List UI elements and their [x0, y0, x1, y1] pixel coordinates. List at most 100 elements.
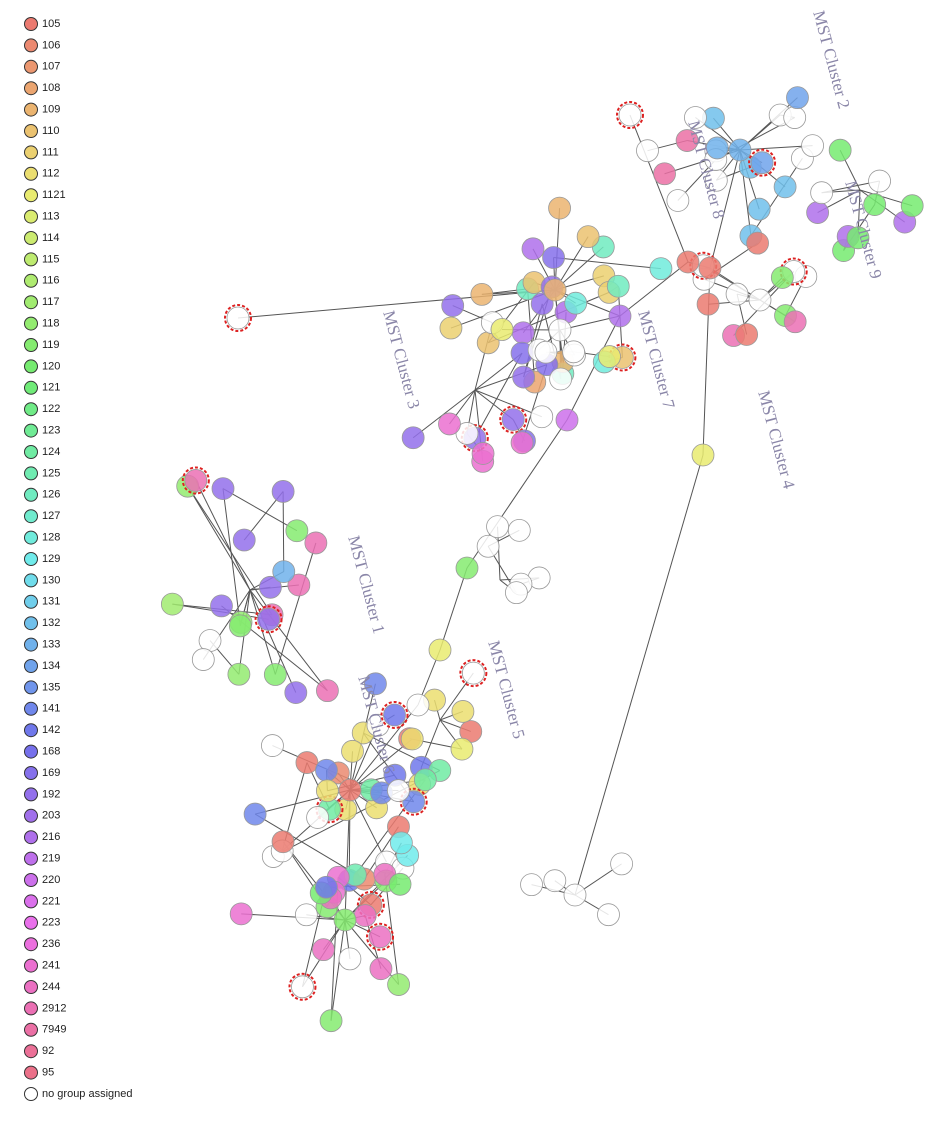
edge	[750, 158, 803, 237]
cluster-label: MST Cluster 8	[684, 118, 728, 220]
edge	[709, 149, 741, 269]
legend-label: 118	[42, 318, 60, 330]
legend-label: 219	[42, 853, 60, 865]
legend-swatch	[24, 231, 38, 245]
edge	[241, 913, 346, 921]
node	[649, 257, 673, 281]
node-ring	[181, 466, 210, 495]
node	[338, 947, 362, 971]
node	[505, 581, 528, 605]
node	[271, 830, 295, 854]
legend-label: 109	[42, 104, 60, 116]
node-ring	[366, 922, 395, 951]
cluster-label: MST Cluster 3	[379, 308, 423, 410]
node	[783, 106, 807, 129]
edge	[566, 315, 621, 421]
legend-label: 244	[42, 981, 60, 993]
node	[314, 875, 338, 899]
node	[319, 1009, 343, 1033]
legend-swatch	[24, 937, 38, 952]
node	[228, 614, 252, 638]
node	[450, 737, 474, 761]
node	[315, 779, 339, 803]
legend-swatch	[24, 830, 38, 845]
node	[338, 778, 362, 802]
edge	[523, 303, 543, 378]
cluster-labels: MST Cluster 1 MST Cluster 2 MST Cluster 3 M…	[344, 8, 885, 775]
legend-swatch	[24, 723, 38, 738]
node	[675, 129, 699, 152]
node	[618, 103, 642, 127]
legend-label: 113	[42, 211, 60, 223]
legend-swatch	[24, 59, 38, 74]
node-ring	[224, 304, 252, 332]
legend-label: 105	[42, 18, 60, 30]
legend-label: 125	[42, 467, 60, 479]
node	[490, 318, 514, 341]
node	[226, 306, 250, 330]
legend-label: 1121	[42, 189, 66, 201]
node	[438, 412, 461, 436]
legend-swatch	[24, 273, 38, 288]
legend-swatch	[24, 252, 38, 267]
node	[406, 693, 430, 717]
cluster-label: MST Cluster 1	[344, 533, 388, 635]
node	[383, 703, 406, 727]
legend-swatch	[24, 637, 38, 652]
edge	[237, 289, 556, 319]
node-ring	[380, 700, 409, 729]
cluster-label: MST Cluster 7	[634, 308, 679, 411]
edge	[349, 789, 387, 863]
node	[810, 181, 834, 205]
node	[470, 283, 494, 306]
legend-label: 241	[42, 960, 60, 972]
legend-label: 111	[42, 146, 59, 158]
edge	[629, 114, 689, 263]
node	[725, 282, 749, 306]
node	[368, 925, 392, 949]
legend-swatch	[24, 487, 38, 502]
node	[520, 873, 543, 897]
node	[696, 292, 720, 316]
edge	[282, 491, 285, 572]
legend-label: 114	[42, 232, 60, 244]
node	[263, 663, 287, 686]
node	[735, 323, 759, 346]
legend-swatch	[24, 81, 38, 96]
legend-label: 130	[42, 574, 60, 586]
node	[258, 575, 282, 599]
node	[676, 250, 700, 274]
node	[576, 225, 600, 249]
node	[511, 321, 535, 345]
node	[828, 138, 852, 162]
node	[364, 672, 387, 696]
edge	[222, 488, 241, 626]
node	[227, 662, 251, 686]
legend-label: 110	[42, 125, 60, 137]
node	[512, 365, 536, 389]
legend-label: no group assigned	[42, 1088, 133, 1100]
node	[184, 469, 208, 492]
node	[353, 904, 377, 927]
node	[563, 883, 587, 907]
node	[315, 758, 338, 782]
legend-swatch	[24, 915, 38, 930]
legend-swatch	[24, 701, 38, 716]
legend-label: 169	[42, 767, 60, 779]
legend-swatch	[24, 124, 38, 138]
node	[455, 556, 479, 580]
edge	[249, 589, 276, 675]
edge	[195, 480, 251, 591]
edge	[222, 488, 298, 532]
legend-label: 123	[42, 425, 60, 437]
legend-label: 116	[42, 275, 60, 287]
node	[548, 196, 571, 220]
node	[747, 197, 771, 221]
legend-swatch	[24, 616, 38, 631]
legend-swatch	[24, 338, 38, 352]
edge	[254, 813, 365, 880]
node	[610, 852, 634, 876]
legend-swatch	[24, 380, 38, 395]
node	[306, 806, 329, 829]
legend-swatch	[24, 17, 38, 31]
